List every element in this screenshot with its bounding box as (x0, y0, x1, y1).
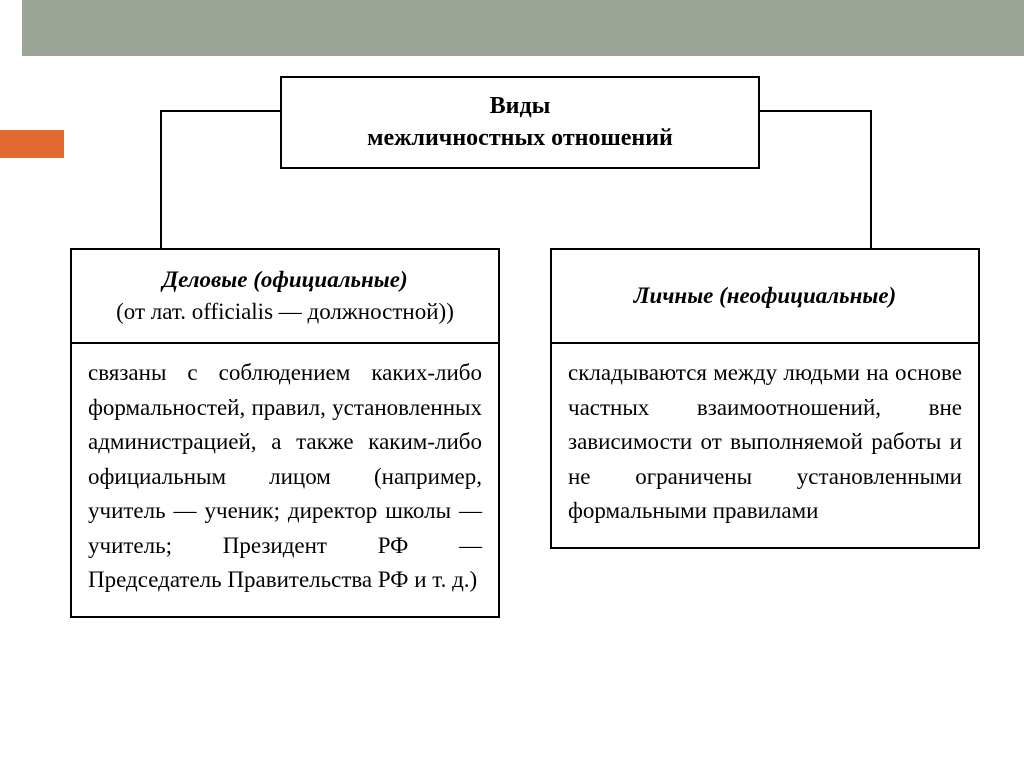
connector (870, 110, 872, 248)
connector (160, 110, 282, 112)
branch-left: Деловые (официальные) (от лат. officiali… (70, 248, 500, 618)
branch-left-header: Деловые (официальные) (от лат. officiali… (72, 250, 498, 344)
branch-right: Личные (неофициальные) складываются межд… (550, 248, 980, 549)
branch-left-subtitle: (от лат. officialis — должностной)) (86, 296, 484, 328)
connector (758, 110, 872, 112)
root-title-line1: Виды (300, 90, 740, 122)
branch-right-header: Личные (неофициальные) (552, 250, 978, 344)
root-title-line2: межличностных отношений (300, 122, 740, 154)
branch-right-body: складываются между людьми на основе част… (552, 344, 978, 547)
top-bar (22, 0, 1024, 56)
root-node: Виды межличностных отношений (280, 76, 760, 169)
diagram-container: Виды межличностных отношений Деловые (оф… (50, 68, 994, 747)
branch-right-title: Личные (неофициальные) (566, 280, 964, 312)
branch-left-body: связаны с соблюдением каких-либо формаль… (72, 344, 498, 616)
connector (160, 110, 162, 248)
branch-left-title: Деловые (официальные) (86, 264, 484, 296)
